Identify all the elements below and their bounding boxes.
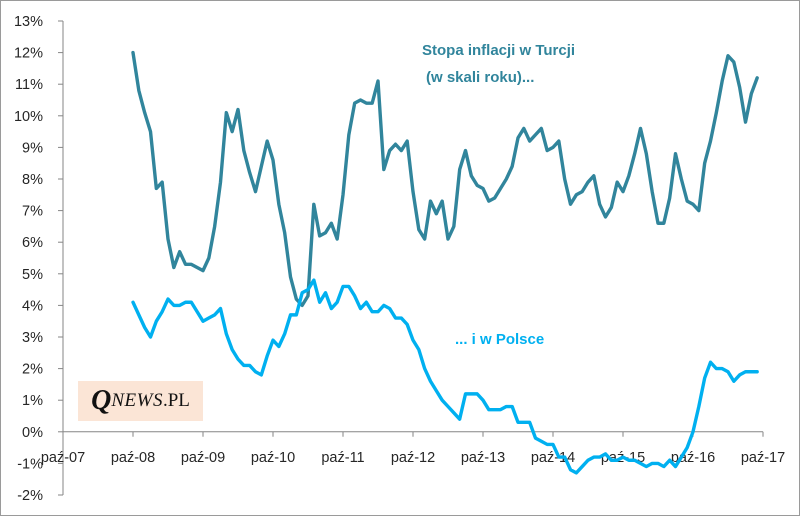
y-tick-label: 10% — [14, 109, 43, 125]
turkey-annotation-line1: Stopa inflacji w Turcji — [422, 42, 575, 59]
y-tick-label: 5% — [22, 267, 43, 283]
qnews-logo: Q NEWS .PL — [78, 381, 203, 421]
series-line-polska — [131, 278, 759, 475]
x-axis: paź-07 paź-08 paź-09 paź-10 paź-11 paź-12 paź-… — [41, 431, 785, 466]
y-tick-label: 9% — [22, 140, 43, 156]
x-tick-label: paź-08 — [111, 450, 155, 466]
y-tick-label: 3% — [22, 330, 43, 346]
x-tick-label: paź-09 — [181, 450, 225, 466]
x-tick-label: paź-12 — [391, 450, 435, 466]
y-tick-label: 4% — [22, 298, 43, 314]
y-tick-label: 13% — [14, 14, 43, 30]
y-tick-label: -1% — [17, 456, 43, 472]
poland-annotation: ... i w Polsce — [455, 331, 544, 348]
x-tick-label: paź-13 — [461, 450, 505, 466]
y-tick-label: 12% — [14, 46, 43, 62]
y-tick-label: 1% — [22, 393, 43, 409]
logo-q: Q — [91, 385, 112, 416]
y-tick-label: 11% — [15, 77, 43, 93]
y-tick-label: 0% — [22, 425, 43, 441]
logo-news: NEWS — [111, 390, 163, 411]
x-tick-label: paź-17 — [741, 450, 785, 466]
series-layer — [131, 50, 759, 475]
x-tick-label: paź-11 — [321, 450, 364, 466]
y-tick-label: -2% — [17, 488, 43, 504]
x-tick-label: paź-10 — [251, 450, 295, 466]
series-line-turcja — [131, 50, 759, 308]
y-tick-label: 6% — [22, 235, 43, 251]
x-tick-label: paź-07 — [41, 450, 85, 466]
y-tick-label: 2% — [22, 362, 43, 378]
y-tick-label: 7% — [22, 204, 43, 220]
y-axis: -2% -1% 0% 1% 2% 3% 4% 5% 6% 7% 8% 9% 10% 11% 12% 13% — [14, 14, 64, 504]
logo-pl: .PL — [162, 390, 190, 411]
turkey-annotation-line2: (w skali roku)... — [426, 69, 534, 86]
x-tick-label: paź-14 — [531, 450, 575, 466]
y-tick-label: 8% — [22, 172, 43, 188]
